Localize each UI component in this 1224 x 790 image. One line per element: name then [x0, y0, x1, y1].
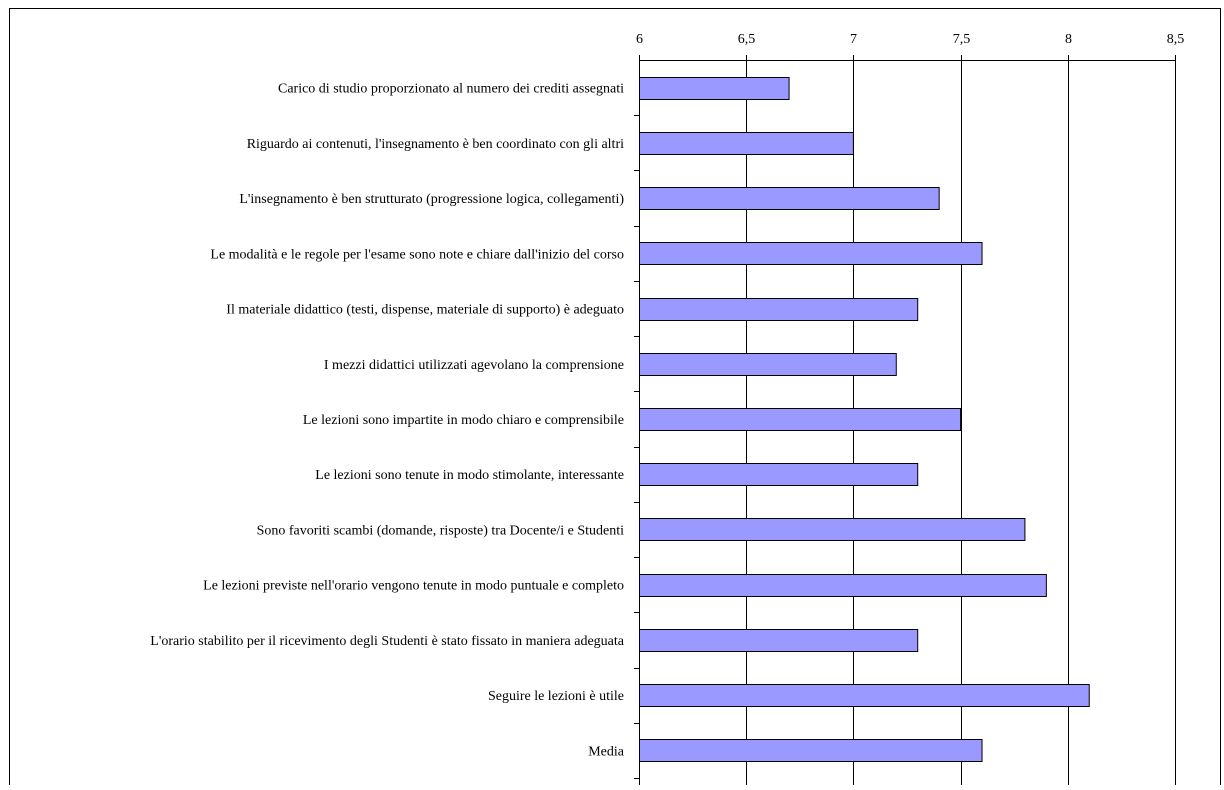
category-label: Seguire le lezioni è utile [488, 689, 624, 704]
category-labels: Carico di studio proporzionato al numero… [150, 82, 625, 760]
x-tick-label: 7,5 [953, 32, 971, 47]
category-label: Sono favoriti scambi (domande, risposte)… [257, 523, 625, 538]
category-label: L'orario stabilito per il ricevimento de… [150, 634, 625, 649]
category-label: Media [588, 744, 625, 759]
axes [634, 55, 1176, 785]
bars [639, 77, 1090, 762]
bar [639, 77, 790, 100]
bar [639, 739, 983, 762]
bar [639, 353, 897, 376]
category-label: Le modalità e le regole per l'esame sono… [210, 247, 624, 262]
bar [639, 242, 983, 265]
category-label: Riguardo ai contenuti, l'insegnamento è … [247, 137, 624, 152]
category-label: Carico di studio proporzionato al numero… [278, 82, 624, 97]
bar [639, 518, 1026, 541]
bar [639, 187, 940, 210]
bar [639, 629, 919, 652]
x-tick-label: 7 [850, 32, 857, 47]
bar [639, 574, 1047, 597]
x-tick-label: 8,5 [1167, 32, 1185, 47]
category-label: Il materiale didattico (testi, dispense,… [226, 303, 624, 318]
category-label: Le lezioni sono impartite in modo chiaro… [303, 413, 624, 428]
bar [639, 463, 919, 486]
category-label: Le lezioni previste nell'orario vengono … [203, 579, 624, 594]
category-label: Le lezioni sono tenute in modo stimolant… [315, 468, 624, 483]
bar [639, 298, 919, 321]
gridlines [746, 60, 1176, 785]
category-label: I mezzi didattici utilizzati agevolano l… [324, 358, 624, 373]
x-tick-label: 8 [1065, 32, 1072, 47]
x-tick-label: 6 [636, 32, 643, 47]
bar [639, 132, 854, 155]
x-tick-labels: 6 6,5 7 7,5 8 8,5 [636, 32, 1184, 47]
category-label: L'insegnamento è ben strutturato (progre… [239, 192, 624, 207]
bar [639, 408, 962, 431]
bar [639, 684, 1090, 707]
chart-frame [9, 8, 1221, 786]
x-tick-label: 6,5 [738, 32, 756, 47]
